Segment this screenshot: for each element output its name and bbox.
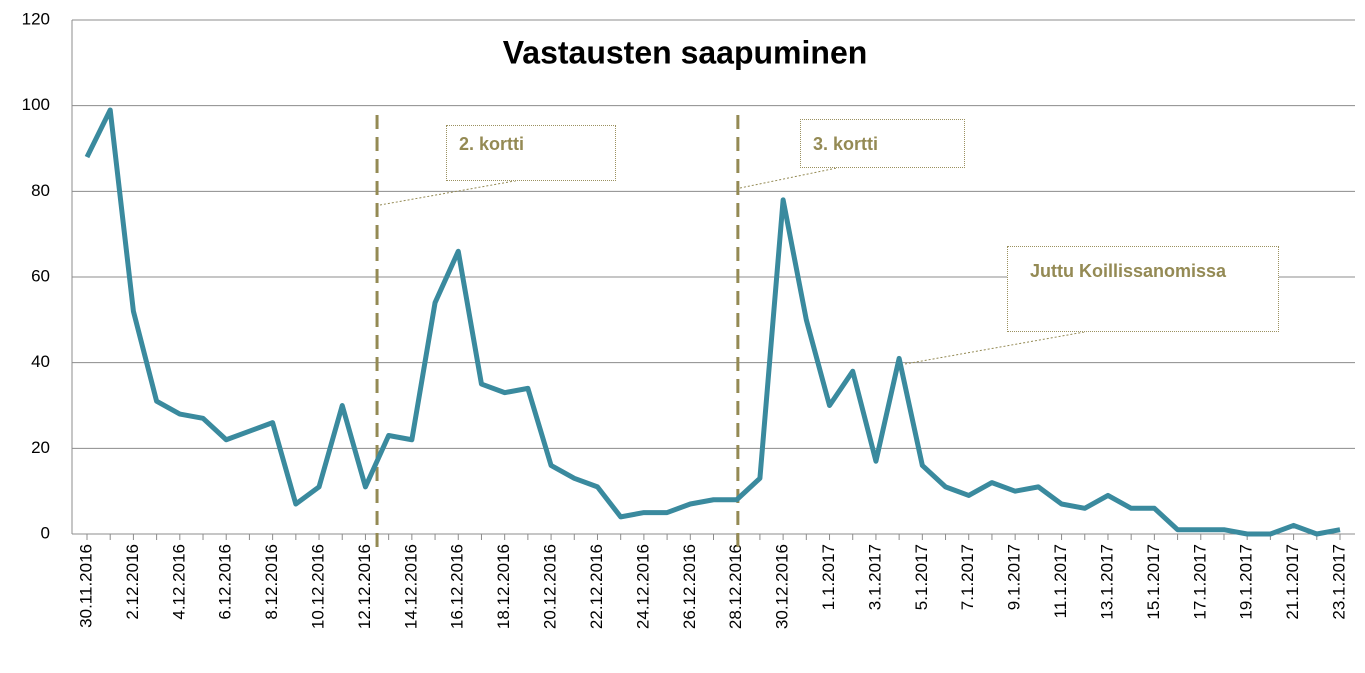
x-tick-label: 15.1.2017: [1144, 544, 1163, 620]
x-tick-label: 8.12.2016: [262, 544, 281, 620]
x-tick-label: 17.1.2017: [1190, 544, 1209, 620]
x-tick-label: 1.1.2017: [819, 544, 838, 610]
y-tick-label: 120: [22, 9, 50, 28]
x-tick-label: 30.11.2016: [76, 544, 95, 628]
leader: [739, 156, 891, 189]
y-tick-label: 80: [31, 181, 50, 200]
x-tick-label: 2.12.2016: [123, 544, 142, 620]
y-tick-label: 60: [31, 266, 50, 285]
annotation: 2. kortti: [446, 125, 616, 181]
leader: [904, 330, 1091, 365]
x-tick-label: 13.1.2017: [1097, 544, 1116, 620]
x-tick-label: 18.12.2016: [494, 544, 513, 629]
x-tick-label: 5.1.2017: [912, 544, 931, 610]
y-tick-label: 20: [31, 438, 50, 457]
y-tick-label: 40: [31, 352, 50, 371]
x-tick-label: 4.12.2016: [169, 544, 188, 620]
x-tick-label: 26.12.2016: [680, 544, 699, 629]
x-tick-label: 14.12.2016: [401, 544, 420, 629]
x-tick-label: 21.1.2017: [1283, 544, 1302, 620]
y-tick-label: 0: [41, 523, 50, 542]
annotation: Juttu Koillissanomissa: [1007, 246, 1279, 332]
leader: [379, 179, 521, 206]
chart-title: Vastausten saapuminen: [503, 34, 868, 70]
x-tick-label: 3.1.2017: [865, 544, 884, 610]
x-tick-label: 12.12.2016: [355, 544, 374, 629]
x-tick-label: 6.12.2016: [216, 544, 235, 620]
x-tick-label: 22.12.2016: [587, 544, 606, 629]
x-tick-label: 30.12.2016: [773, 544, 792, 629]
x-tick-label: 16.12.2016: [448, 544, 467, 629]
x-tick-label: 10.12.2016: [309, 544, 328, 629]
x-tick-label: 28.12.2016: [726, 544, 745, 629]
x-tick-label: 20.12.2016: [541, 544, 560, 629]
x-tick-label: 11.1.2017: [1051, 544, 1070, 618]
x-tick-label: 24.12.2016: [633, 544, 652, 629]
x-tick-label: 23.1.2017: [1329, 544, 1348, 620]
annotation: 3. kortti: [800, 119, 965, 168]
x-tick-label: 19.1.2017: [1237, 544, 1256, 620]
x-tick-label: 7.1.2017: [958, 544, 977, 610]
line: [84, 107, 1341, 537]
x-tick-label: 9.1.2017: [1005, 544, 1024, 610]
y-tick-label: 100: [22, 95, 50, 114]
